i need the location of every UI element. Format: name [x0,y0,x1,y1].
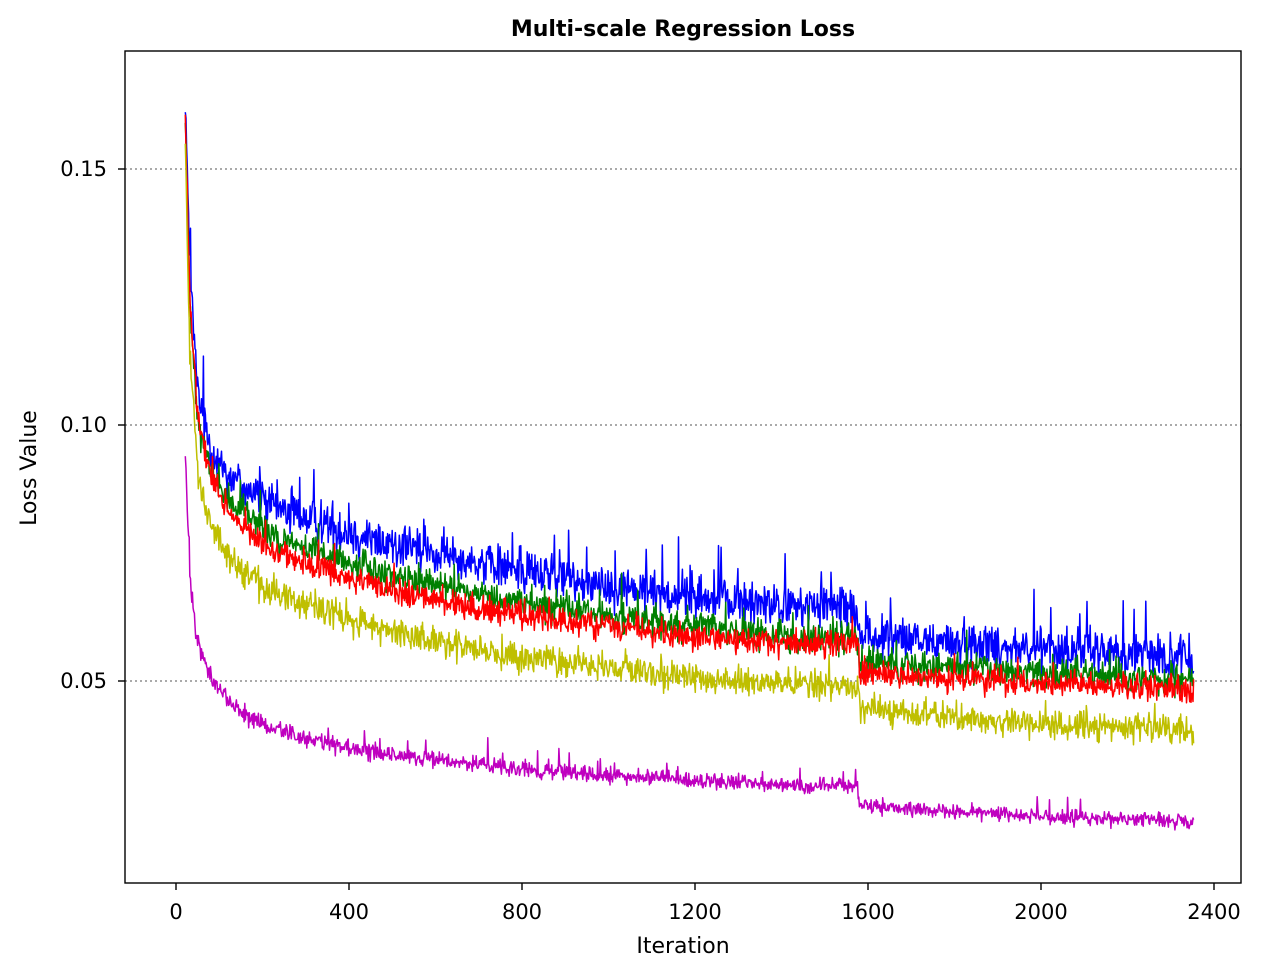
y-tick-label-0-15: 0.15 [60,157,107,181]
x-axis-label: Iteration [636,934,729,959]
series-line-green [184,122,1195,699]
y-axis: 0.05 0.10 0.15 [60,157,125,693]
x-tick-label-800: 800 [502,900,542,924]
x-tick-label-1200: 1200 [668,900,721,924]
x-tick-label-2000: 2000 [1014,900,1067,924]
y-tick-label-0-10: 0.10 [60,413,107,437]
series-line-yellow [184,143,1195,746]
series-line-blue [184,112,1195,684]
chart-title: Multi-scale Regression Loss [511,17,855,42]
plot-frame [124,50,1242,884]
x-tick-label-1600: 1600 [841,900,894,924]
x-tick-label-0: 0 [169,900,182,924]
series-line-magenta [184,456,1195,831]
series-layer [184,112,1195,831]
series-line-red [184,114,1195,704]
x-tick-label-400: 400 [329,900,369,924]
grid-lines [125,168,1241,682]
y-axis-label: Loss Value [17,410,42,526]
x-tick-label-2400: 2400 [1187,900,1240,924]
y-tick-label-0-05: 0.05 [60,669,107,693]
x-axis: 0 400 800 1200 1600 2000 2400 [169,883,1241,924]
